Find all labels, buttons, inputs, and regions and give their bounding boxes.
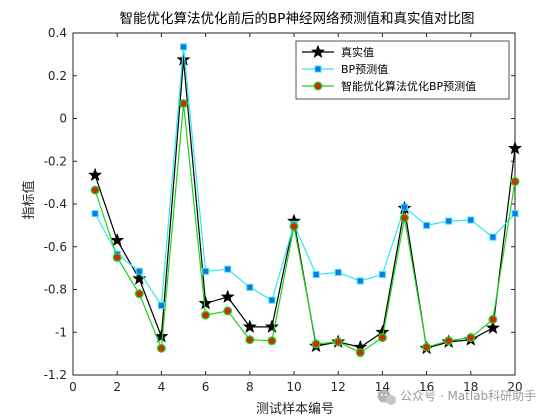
- data-point: [220, 289, 235, 303]
- data-point: [110, 232, 125, 247]
- x-tick-label: 20: [507, 380, 522, 394]
- data-point: [401, 203, 408, 211]
- data-point: [264, 319, 279, 333]
- data-point: [132, 271, 147, 285]
- data-point: [312, 271, 320, 279]
- x-tick-label: 6: [202, 380, 210, 394]
- data-point: [88, 167, 103, 182]
- data-point: [135, 267, 143, 275]
- y-tick-label: 0.2: [48, 69, 67, 83]
- data-point: [224, 265, 232, 273]
- watermark: 公众号 · Matlab科研助手: [377, 389, 536, 405]
- data-point: [377, 333, 387, 343]
- data-point: [90, 185, 100, 195]
- y-tick-label: -0.4: [44, 197, 67, 211]
- data-point: [198, 296, 213, 310]
- data-point: [467, 216, 475, 224]
- legend-entry: 真实值: [302, 44, 374, 59]
- data-point: [488, 314, 498, 324]
- data-point: [91, 210, 99, 218]
- series-2: [91, 43, 519, 310]
- data-point: [154, 329, 169, 343]
- x-tick-label: 2: [113, 380, 121, 394]
- y-tick-label: -0.2: [44, 154, 67, 168]
- data-point: [156, 343, 166, 353]
- data-point: [134, 289, 144, 299]
- x-tick-label: 16: [419, 380, 434, 394]
- data-point: [223, 306, 233, 316]
- x-tick-label: 10: [286, 380, 301, 394]
- x-tick-label: 12: [331, 380, 346, 394]
- watermark-text: 公众号 · Matlab科研助手: [400, 389, 536, 403]
- data-point: [179, 99, 188, 108]
- legend-marker: [313, 81, 323, 91]
- y-axis-ticks: 0.4 0.2 0 -0.2 -0.4 -0.6 -0.8 -1 -1.2: [44, 26, 515, 382]
- data-point: [333, 337, 343, 347]
- data-point: [201, 310, 211, 320]
- data-point: [242, 319, 257, 333]
- legend-label: BP预测值: [341, 63, 388, 76]
- legend-box: [295, 40, 510, 100]
- data-point: [267, 336, 277, 346]
- legend-entry: BP预测值: [302, 63, 388, 76]
- y-tick-label: 0.4: [48, 26, 67, 40]
- series-layer: [88, 43, 522, 358]
- x-axis-ticks: 0 2 4 6 8 10 12 14 16 18 20: [69, 33, 523, 394]
- data-point: [445, 217, 453, 225]
- data-point: [289, 221, 299, 231]
- data-point: [466, 333, 476, 343]
- legend-label: 智能优化算法优化BP预测值: [341, 79, 476, 93]
- y-tick-label: -1.2: [44, 368, 67, 382]
- x-tick-label: 4: [158, 380, 166, 394]
- y-axis-label: 指标值: [21, 180, 37, 219]
- data-point: [508, 141, 522, 155]
- y-tick-label: -1: [55, 325, 67, 339]
- y-tick-label: 0: [59, 112, 67, 126]
- data-point: [176, 52, 191, 66]
- x-tick-label: 8: [246, 380, 254, 394]
- legend-marker: [314, 65, 322, 73]
- data-point: [489, 233, 497, 241]
- legend-marker: [311, 44, 325, 58]
- legend-entry: 智能优化算法优化BP预测值: [302, 79, 476, 93]
- data-point: [157, 302, 165, 310]
- data-point: [180, 43, 187, 51]
- data-point: [355, 348, 365, 358]
- data-point: [112, 252, 122, 262]
- data-point: [378, 271, 386, 279]
- y-tick-label: -0.8: [44, 283, 67, 297]
- data-point: [444, 336, 454, 346]
- series-line: [94, 46, 516, 308]
- data-point: [356, 277, 364, 285]
- data-point: [511, 210, 519, 218]
- data-point: [423, 221, 431, 229]
- data-point: [334, 268, 342, 276]
- data-point: [245, 335, 255, 345]
- y-tick-label: -0.6: [44, 240, 67, 254]
- data-point: [202, 267, 210, 275]
- chart-title: 智能优化算法优化前后的BP神经网络预测值和真实值对比图: [120, 10, 475, 27]
- data-point: [268, 296, 276, 304]
- legend-label: 真实值: [341, 45, 374, 59]
- x-axis-label: 测试样本编号: [256, 402, 334, 417]
- series-3: [90, 99, 520, 358]
- data-point: [311, 339, 321, 349]
- data-point: [485, 320, 500, 334]
- data-point: [510, 177, 520, 187]
- data-point: [246, 283, 254, 291]
- x-tick-label: 0: [69, 380, 77, 394]
- wechat-logo-icon: [377, 389, 396, 405]
- data-point: [422, 342, 432, 352]
- data-point: [400, 213, 409, 223]
- x-tick-label: 18: [463, 380, 478, 394]
